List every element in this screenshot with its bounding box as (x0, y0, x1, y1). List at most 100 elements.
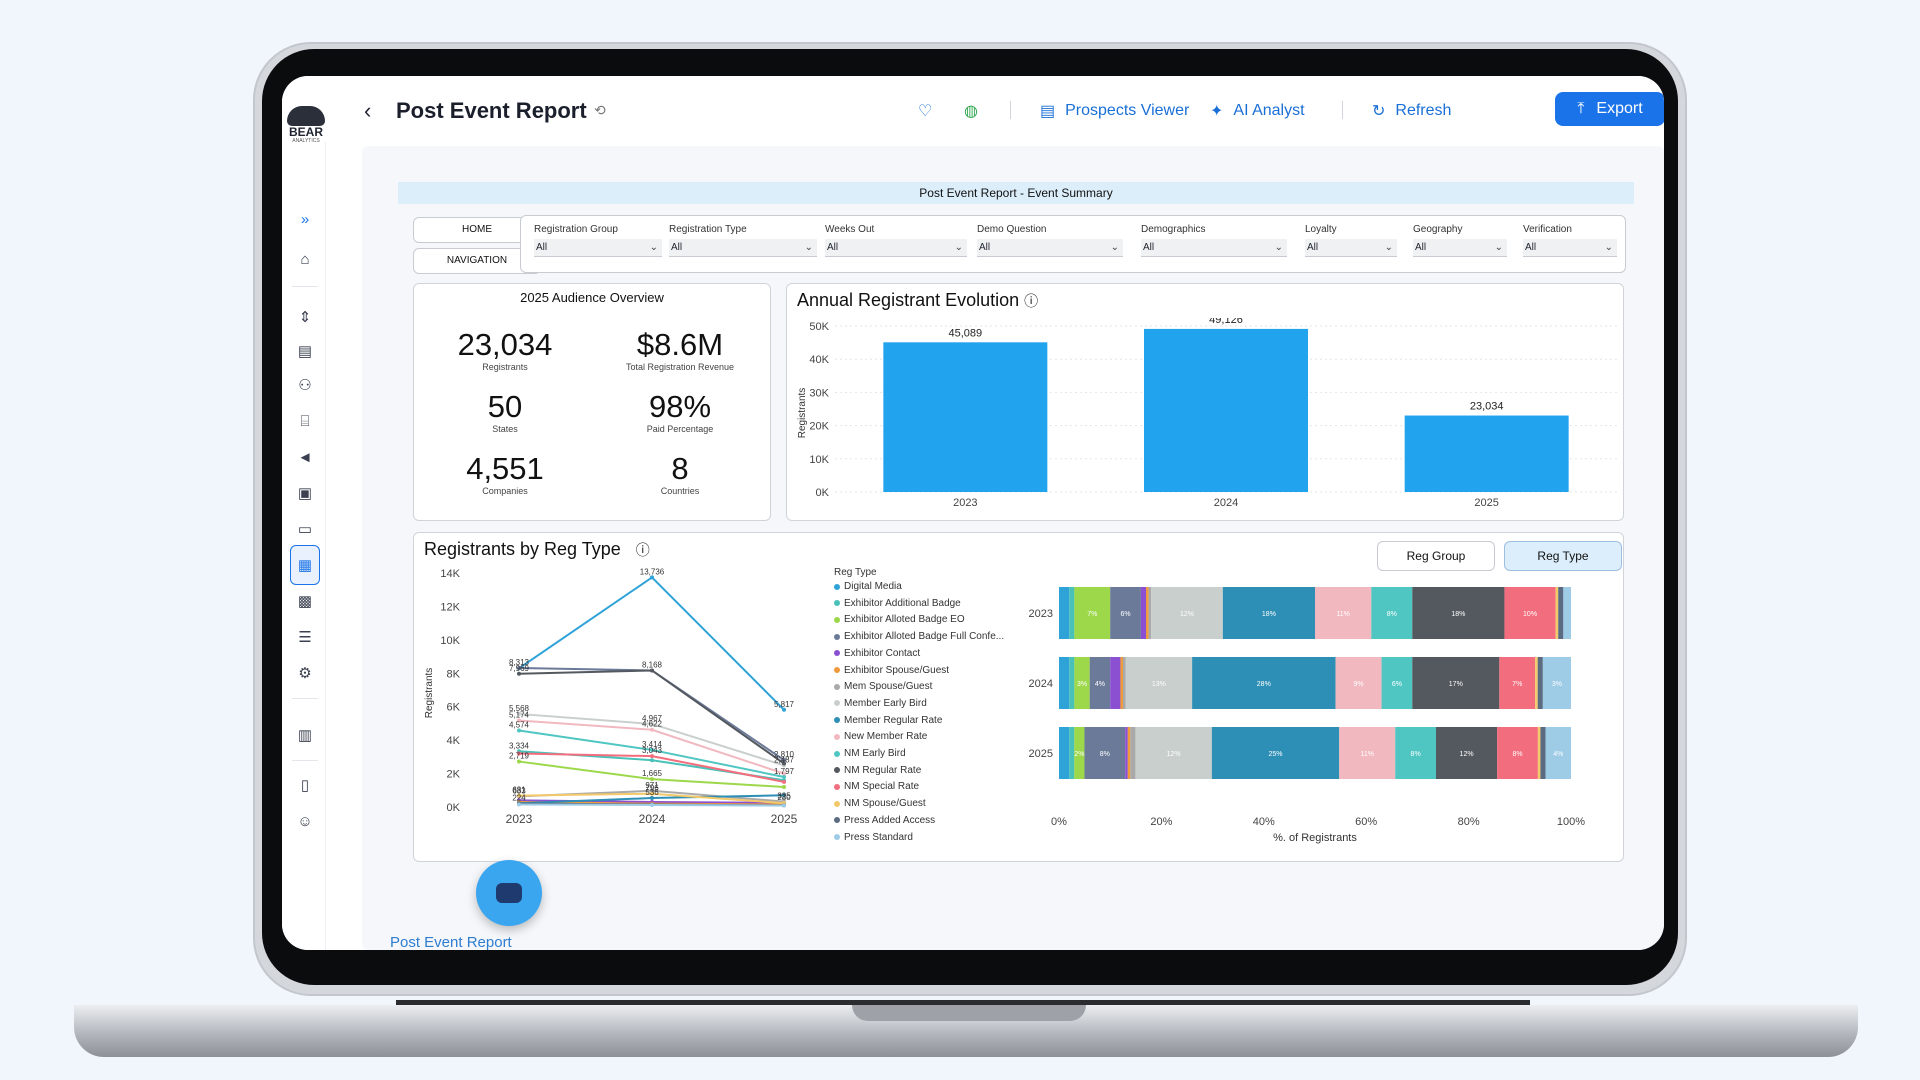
history-icon[interactable]: ⟲ (594, 102, 606, 118)
stack-segment (1540, 727, 1546, 779)
filter-dropdown[interactable]: All ⌄ (1141, 239, 1287, 257)
refresh-button[interactable]: ↻ Refresh (1372, 98, 1451, 124)
export-button[interactable]: ⤒ Export (1555, 92, 1664, 126)
bear-analytics-logo[interactable]: BEAR ANALYTICS (284, 106, 328, 152)
toolbar-divider (1342, 101, 1343, 119)
filter-dropdown[interactable]: All ⌄ (669, 239, 817, 257)
info-icon[interactable]: ⓘ (635, 542, 650, 558)
legend-swatch (834, 600, 840, 607)
settings-icon[interactable]: ⚙ (298, 665, 312, 682)
filter-registration-group[interactable]: Registration Group All ⌄ (534, 224, 662, 257)
y-axis-label: Registrants (797, 388, 808, 439)
legend-item[interactable]: Exhibitor Alloted Badge EO (834, 614, 965, 625)
megaphone-icon[interactable]: ◄ (297, 448, 313, 466)
profile-icon[interactable]: ☺ (297, 812, 313, 830)
filter-dropdown[interactable]: All ⌄ (825, 239, 967, 257)
filter-dropdown[interactable]: All ⌄ (1523, 239, 1617, 257)
legend-item[interactable]: Press Standard (834, 832, 913, 843)
ai-analyst-button[interactable]: ✦ AI Analyst (1210, 98, 1305, 124)
legend-item[interactable]: Exhibitor Additional Badge (834, 598, 961, 609)
collapse-toggle-icon[interactable]: ⇕ (298, 309, 312, 326)
stack-segment (1192, 657, 1336, 709)
back-icon[interactable]: ‹ (364, 98, 372, 123)
globe-icon[interactable]: ◍ (964, 103, 978, 120)
kpi-value: 50 (487, 389, 523, 424)
filter-loyalty[interactable]: Loyalty All ⌄ (1305, 224, 1397, 257)
legend-item[interactable]: Digital Media (834, 581, 902, 592)
home-button[interactable]: HOME (413, 217, 541, 243)
legend-item[interactable]: NM Early Bird (834, 748, 906, 759)
point-label: 5,568 (509, 704, 530, 713)
folder-chart-icon[interactable]: ▭ (297, 521, 313, 538)
segment-label: 8% (1512, 751, 1522, 758)
favorite-icon[interactable]: ♡ (918, 103, 933, 120)
segment-label: 12% (1180, 611, 1194, 618)
filter-weeks-out[interactable]: Weeks Out All ⌄ (825, 224, 967, 257)
y-axis-label: Registrants (424, 668, 435, 719)
stack-segment (1069, 587, 1075, 639)
chat-button[interactable] (476, 860, 542, 926)
report-summary-bar: Post Event Report - Event Summary (398, 182, 1634, 204)
filter-dropdown[interactable]: All ⌄ (1305, 239, 1397, 257)
stack-segment (1395, 727, 1436, 779)
legend-label: Exhibitor Alloted Badge EO (844, 614, 965, 626)
bear-logo-icon (287, 106, 325, 126)
filter-demo-question[interactable]: Demo Question All ⌄ (977, 224, 1123, 257)
home-icon[interactable]: ⌂ (300, 250, 310, 268)
filter-dropdown[interactable]: All ⌄ (977, 239, 1123, 257)
legend-item[interactable]: Member Early Bird (834, 698, 927, 709)
segment-label: 6% (1392, 681, 1402, 688)
logo-text: BEAR (288, 125, 323, 139)
legend-item[interactable]: Exhibitor Contact (834, 648, 920, 659)
filter-demographics[interactable]: Demographics All ⌄ (1141, 224, 1287, 257)
chevron-down-icon: ⌄ (649, 242, 658, 253)
bar-2025 (1404, 415, 1569, 492)
stack-segment (1059, 587, 1070, 639)
stack-segment (1130, 727, 1136, 779)
legend-item[interactable]: Mem Spouse/Guest (834, 681, 932, 692)
data-point (650, 777, 654, 782)
legend-item[interactable]: Member Regular Rate (834, 715, 942, 726)
filter-label: Registration Type (669, 224, 747, 235)
filter-geography[interactable]: Geography All ⌄ (1413, 224, 1507, 257)
segment-label: 11% (1360, 751, 1374, 758)
dashboard-icon[interactable]: ▩ (297, 593, 313, 610)
footer-report-link[interactable]: Post Event Report (390, 934, 512, 951)
legend-item[interactable]: Exhibitor Alloted Badge Full Confe... (834, 631, 1004, 642)
filter-dropdown[interactable]: All ⌄ (1413, 239, 1507, 257)
stack-segment (1545, 727, 1571, 779)
point-label: 681 (512, 786, 526, 795)
legend-item[interactable]: New Member Rate (834, 731, 927, 742)
reg-group-button[interactable]: Reg Group (1377, 541, 1495, 571)
filter-registration-type[interactable]: Registration Type All ⌄ (669, 224, 817, 257)
report-icon[interactable]: ▦ (290, 545, 320, 585)
legend-item[interactable]: Press Added Access (834, 815, 935, 826)
sliders-icon[interactable]: ☰ (298, 629, 312, 646)
document-icon[interactable]: ▯ (300, 777, 310, 794)
legend-item[interactable]: NM Special Rate (834, 781, 919, 792)
segment-label: 3% (1077, 681, 1087, 688)
reg-type-button[interactable]: Reg Type (1504, 541, 1622, 571)
stack-segment (1435, 727, 1498, 779)
legend-item[interactable]: Exhibitor Spouse/Guest (834, 665, 949, 676)
users-icon[interactable]: ⚇ (298, 377, 312, 394)
filter-verification[interactable]: Verification All ⌄ (1523, 224, 1617, 257)
info-icon[interactable]: ⓘ (1024, 293, 1039, 309)
store-icon[interactable]: ⌸ (300, 412, 310, 430)
news-icon[interactable]: ▥ (297, 727, 313, 744)
segment-label: 25% (1269, 751, 1283, 758)
registration-icon[interactable]: ▤ (297, 343, 313, 360)
kpi-registrants: 23,034 Registrants (425, 327, 585, 373)
legend-item[interactable]: NM Regular Rate (834, 765, 921, 776)
legend-item[interactable]: NM Spouse/Guest (834, 798, 926, 809)
stack-segment (1069, 727, 1075, 779)
sidebar-divider (292, 698, 318, 699)
badge-icon[interactable]: ▣ (297, 485, 313, 502)
navigation-button[interactable]: NAVIGATION (413, 248, 541, 274)
prospects-viewer-button[interactable]: ▤ Prospects Viewer (1040, 98, 1189, 124)
expand-sidebar-icon[interactable]: » (300, 210, 310, 228)
point-label: 4,622 (642, 720, 663, 729)
legend-label: Press Added Access (844, 814, 936, 826)
kpi-value: 23,034 (457, 327, 553, 362)
filter-dropdown[interactable]: All ⌄ (534, 239, 662, 257)
